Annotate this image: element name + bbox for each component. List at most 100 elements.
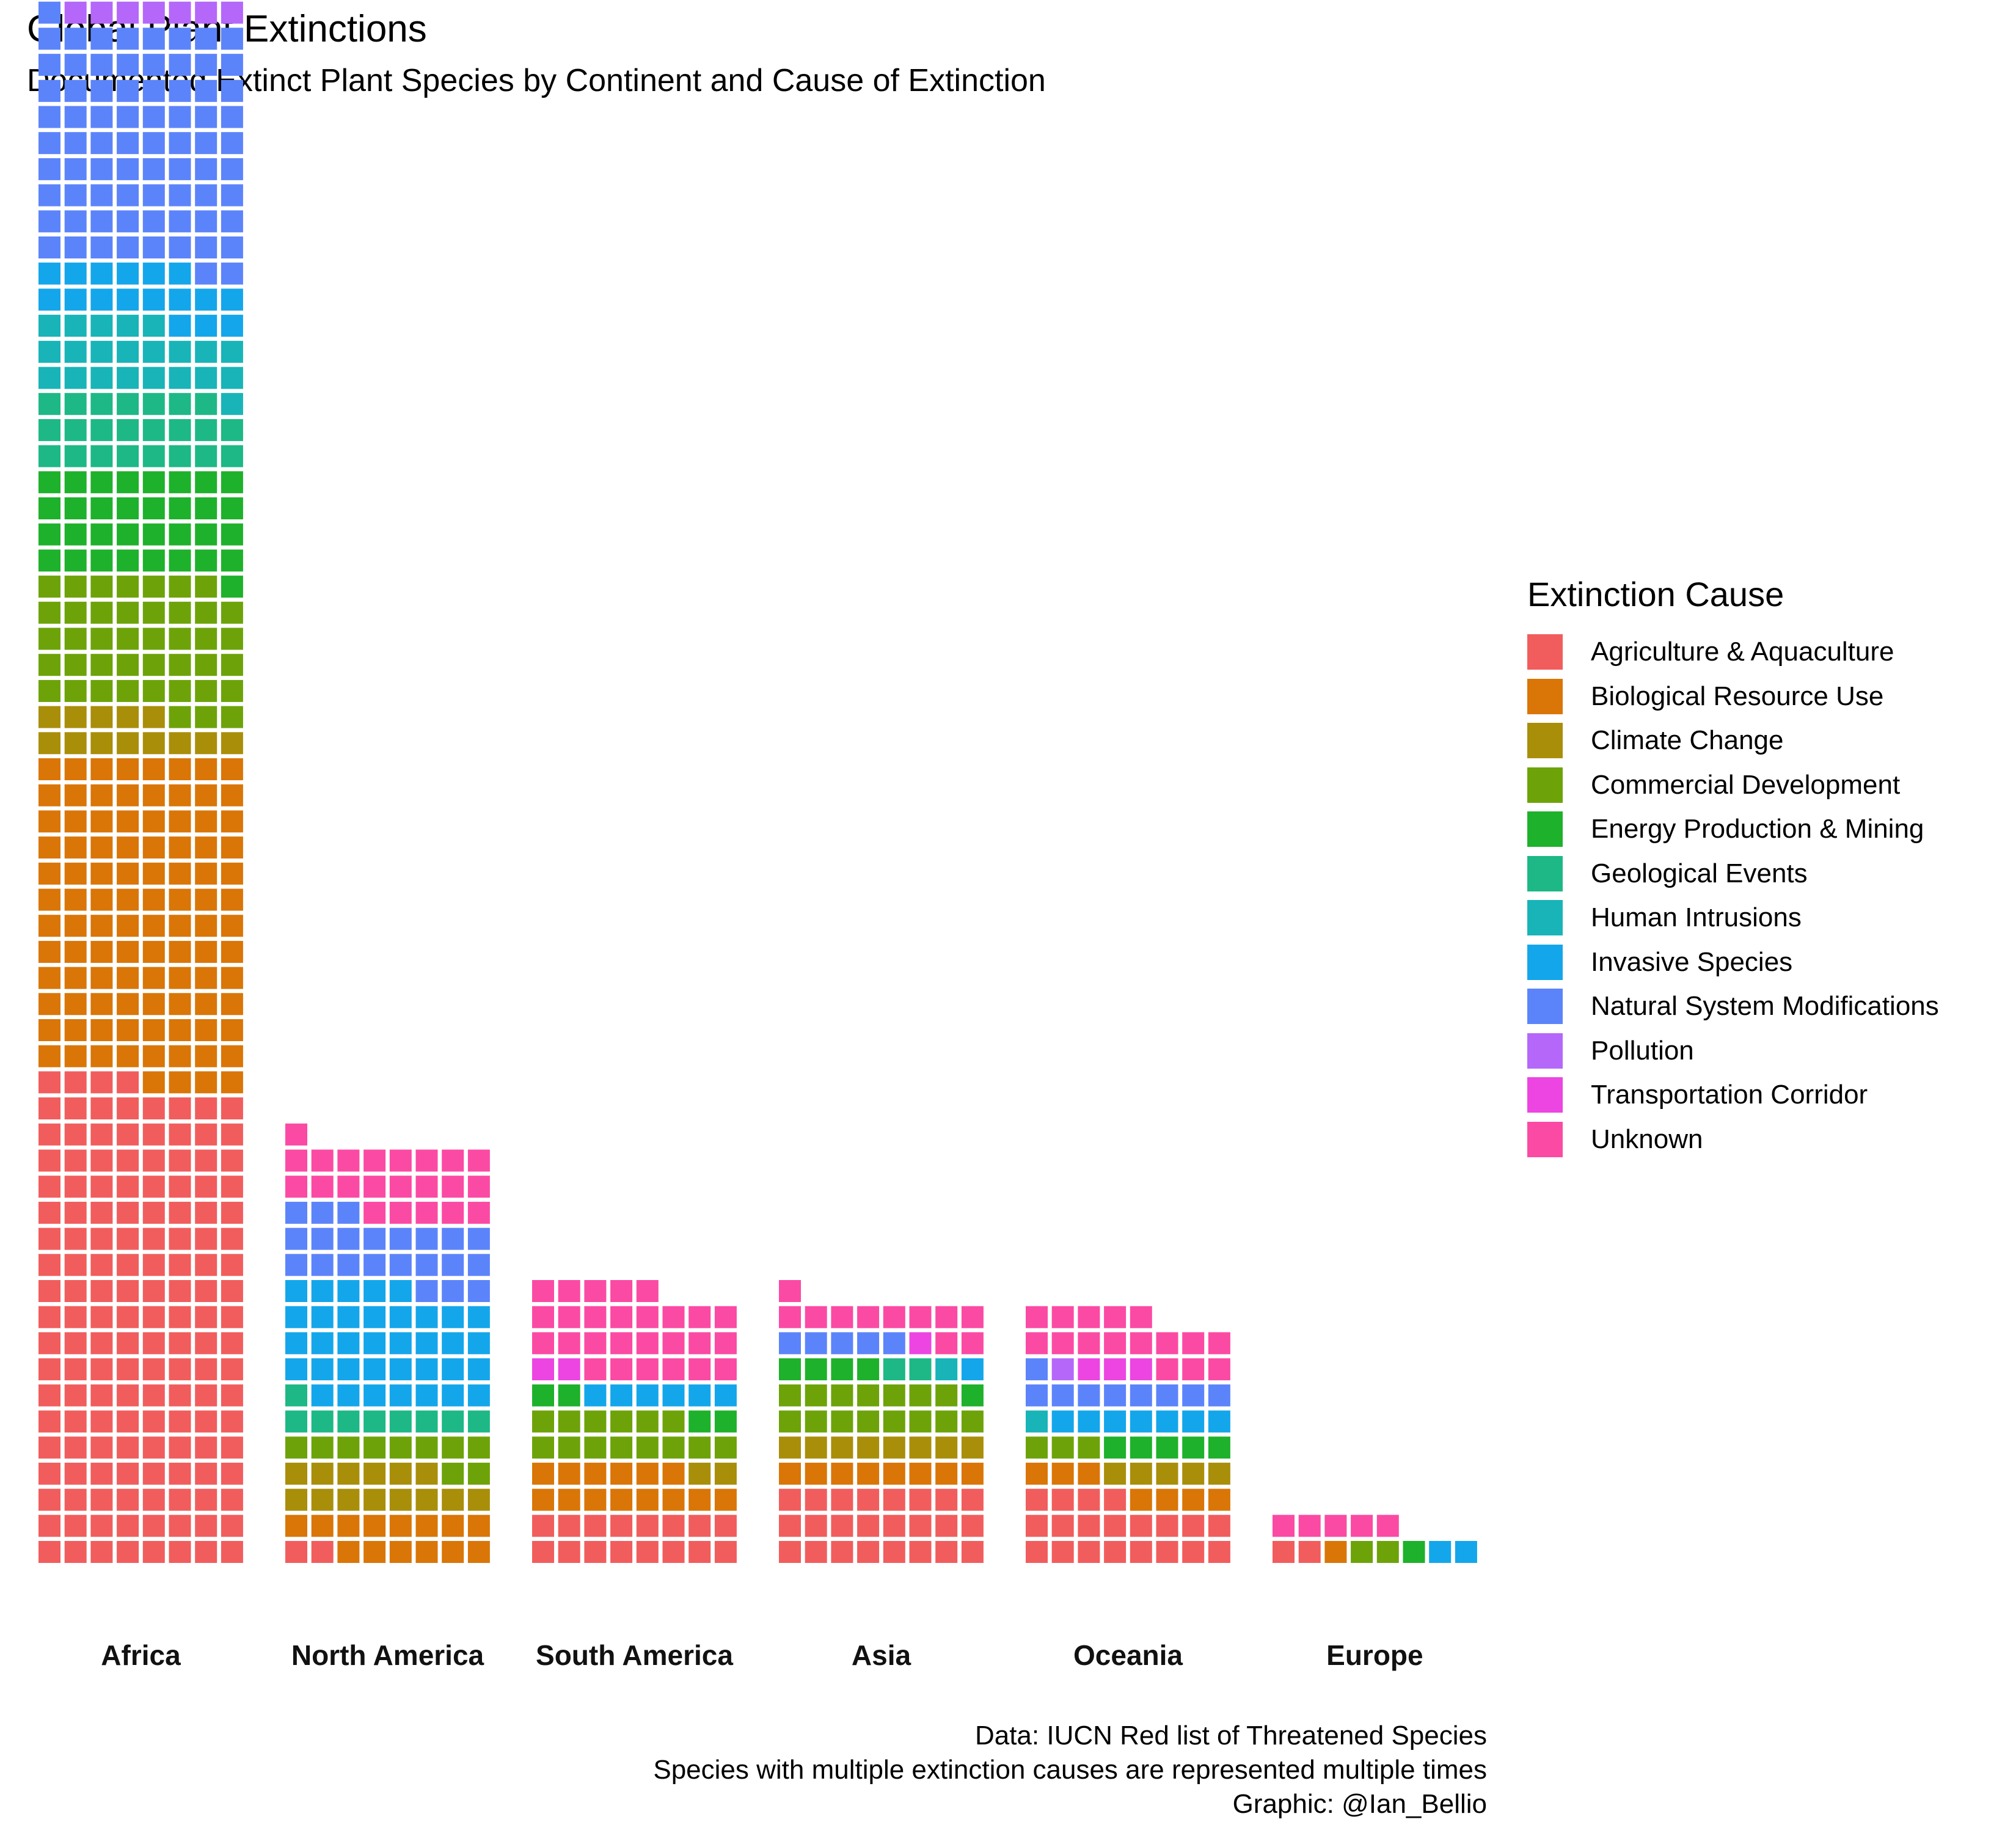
waffle-square-biological-resource-use bbox=[90, 862, 113, 885]
waffle-square-agriculture-and-aquaculture bbox=[1026, 1515, 1048, 1537]
waffle-square-agriculture-and-aquaculture bbox=[1051, 1515, 1074, 1537]
waffle-square-agriculture-and-aquaculture bbox=[38, 1541, 60, 1563]
waffle-square-biological-resource-use bbox=[195, 967, 217, 989]
waffle-square-climate-change bbox=[64, 706, 87, 728]
waffle-square-energy-production-and-mining bbox=[38, 497, 60, 519]
waffle-square-commercial-development bbox=[337, 1436, 360, 1459]
waffle-square-climate-change bbox=[389, 1488, 412, 1511]
waffle-square-agriculture-and-aquaculture bbox=[117, 1410, 139, 1433]
waffle-square-energy-production-and-mining bbox=[142, 523, 165, 546]
waffle-square-agriculture-and-aquaculture bbox=[221, 1515, 243, 1537]
waffle-square-agriculture-and-aquaculture bbox=[64, 1201, 87, 1224]
waffle-square-natural-system-modifications bbox=[195, 184, 217, 207]
waffle-square-natural-system-modifications bbox=[64, 184, 87, 207]
waffle-square-unknown bbox=[610, 1280, 633, 1302]
waffle-square-agriculture-and-aquaculture bbox=[805, 1541, 827, 1563]
waffle-square-geological-events bbox=[389, 1410, 412, 1433]
waffle-square-agriculture-and-aquaculture bbox=[142, 1176, 165, 1198]
waffle-square-energy-production-and-mining bbox=[142, 549, 165, 572]
waffle-square-biological-resource-use bbox=[64, 784, 87, 807]
waffle-square-biological-resource-use bbox=[662, 1488, 685, 1511]
waffle-square-commercial-development bbox=[688, 1436, 711, 1459]
waffle-square-natural-system-modifications bbox=[142, 132, 165, 155]
waffle-square-unknown bbox=[532, 1332, 554, 1355]
waffle-square-commercial-development bbox=[662, 1410, 685, 1433]
waffle-square-transportation-corridor bbox=[1104, 1358, 1127, 1381]
waffle-square-natural-system-modifications bbox=[415, 1280, 438, 1302]
waffle-square-pollution bbox=[1051, 1358, 1074, 1381]
waffle-square-commercial-development bbox=[636, 1410, 659, 1433]
waffle-square-unknown bbox=[636, 1280, 659, 1302]
waffle-square-energy-production-and-mining bbox=[1403, 1541, 1425, 1563]
legend-label: Agriculture & Aquaculture bbox=[1591, 637, 1894, 667]
waffle-square-biological-resource-use bbox=[117, 1045, 139, 1067]
waffle-square-agriculture-and-aquaculture bbox=[883, 1515, 905, 1537]
waffle-square-biological-resource-use bbox=[195, 940, 217, 963]
waffle-square-agriculture-and-aquaculture bbox=[90, 1227, 113, 1250]
waffle-square-energy-production-and-mining bbox=[779, 1358, 801, 1381]
waffle-square-natural-system-modifications bbox=[195, 158, 217, 180]
waffle-square-biological-resource-use bbox=[64, 836, 87, 859]
waffle-square-transportation-corridor bbox=[532, 1358, 554, 1381]
waffle-square-geological-events bbox=[38, 419, 60, 441]
waffle-square-natural-system-modifications bbox=[415, 1254, 438, 1276]
waffle-square-biological-resource-use bbox=[415, 1515, 438, 1537]
waffle-square-unknown bbox=[714, 1358, 737, 1381]
legend-item-geological-events: Geological Events bbox=[1527, 852, 1939, 896]
waffle-square-biological-resource-use bbox=[117, 836, 139, 859]
waffle-square-biological-resource-use bbox=[558, 1488, 580, 1511]
waffle-square-commercial-development bbox=[857, 1384, 880, 1407]
waffle-square-unknown bbox=[558, 1280, 580, 1302]
waffle-square-biological-resource-use bbox=[221, 967, 243, 989]
waffle-square-climate-change bbox=[337, 1462, 360, 1485]
waffle-square-agriculture-and-aquaculture bbox=[117, 1227, 139, 1250]
waffle-square-natural-system-modifications bbox=[90, 79, 113, 102]
waffle-square-agriculture-and-aquaculture bbox=[169, 1254, 191, 1276]
waffle-square-invasive-species bbox=[221, 315, 243, 337]
waffle-square-agriculture-and-aquaculture bbox=[117, 1280, 139, 1302]
waffle-square-climate-change bbox=[415, 1488, 438, 1511]
waffle-square-biological-resource-use bbox=[532, 1488, 554, 1511]
waffle-square-invasive-species bbox=[38, 262, 60, 285]
waffle-square-energy-production-and-mining bbox=[1156, 1436, 1178, 1459]
waffle-square-biological-resource-use bbox=[363, 1541, 386, 1563]
waffle-square-commercial-development bbox=[169, 627, 191, 650]
legend-swatch bbox=[1527, 855, 1563, 891]
waffle-square-biological-resource-use bbox=[1078, 1462, 1100, 1485]
waffle-square-natural-system-modifications bbox=[1130, 1384, 1152, 1407]
waffle-block-asia bbox=[779, 1280, 984, 1563]
waffle-square-invasive-species bbox=[285, 1306, 307, 1328]
waffle-square-biological-resource-use bbox=[584, 1462, 607, 1485]
waffle-square-agriculture-and-aquaculture bbox=[636, 1515, 659, 1537]
waffle-square-human-intrusions bbox=[169, 367, 191, 389]
waffle-square-climate-change bbox=[90, 706, 113, 728]
waffle-square-energy-production-and-mining bbox=[117, 497, 139, 519]
waffle-block-europe bbox=[1273, 1515, 1477, 1563]
waffle-square-commercial-development bbox=[38, 601, 60, 624]
waffle-square-invasive-species bbox=[1078, 1410, 1100, 1433]
waffle-square-climate-change bbox=[117, 706, 139, 728]
waffle-square-agriculture-and-aquaculture bbox=[90, 1462, 113, 1485]
waffle-square-agriculture-and-aquaculture bbox=[169, 1149, 191, 1172]
waffle-square-agriculture-and-aquaculture bbox=[221, 1201, 243, 1224]
waffle-square-biological-resource-use bbox=[311, 1515, 334, 1537]
waffle-square-natural-system-modifications bbox=[64, 27, 87, 50]
waffle-square-commercial-development bbox=[195, 601, 217, 624]
waffle-square-geological-events bbox=[169, 393, 191, 415]
waffle-square-unknown bbox=[1208, 1358, 1230, 1381]
waffle-square-invasive-species bbox=[1455, 1541, 1477, 1563]
waffle-square-agriculture-and-aquaculture bbox=[532, 1515, 554, 1537]
waffle-square-agriculture-and-aquaculture bbox=[38, 1436, 60, 1459]
legend-swatch bbox=[1527, 723, 1563, 759]
waffle-square-commercial-development bbox=[90, 601, 113, 624]
waffle-square-invasive-species bbox=[285, 1332, 307, 1355]
waffle-square-energy-production-and-mining bbox=[221, 497, 243, 519]
waffle-square-climate-change bbox=[415, 1462, 438, 1485]
waffle-square-natural-system-modifications bbox=[363, 1254, 386, 1276]
waffle-square-human-intrusions bbox=[1026, 1410, 1048, 1433]
waffle-square-biological-resource-use bbox=[64, 940, 87, 963]
waffle-square-agriculture-and-aquaculture bbox=[117, 1488, 139, 1511]
waffle-square-agriculture-and-aquaculture bbox=[38, 1123, 60, 1146]
waffle-square-agriculture-and-aquaculture bbox=[38, 1462, 60, 1485]
waffle-square-invasive-species bbox=[90, 288, 113, 311]
